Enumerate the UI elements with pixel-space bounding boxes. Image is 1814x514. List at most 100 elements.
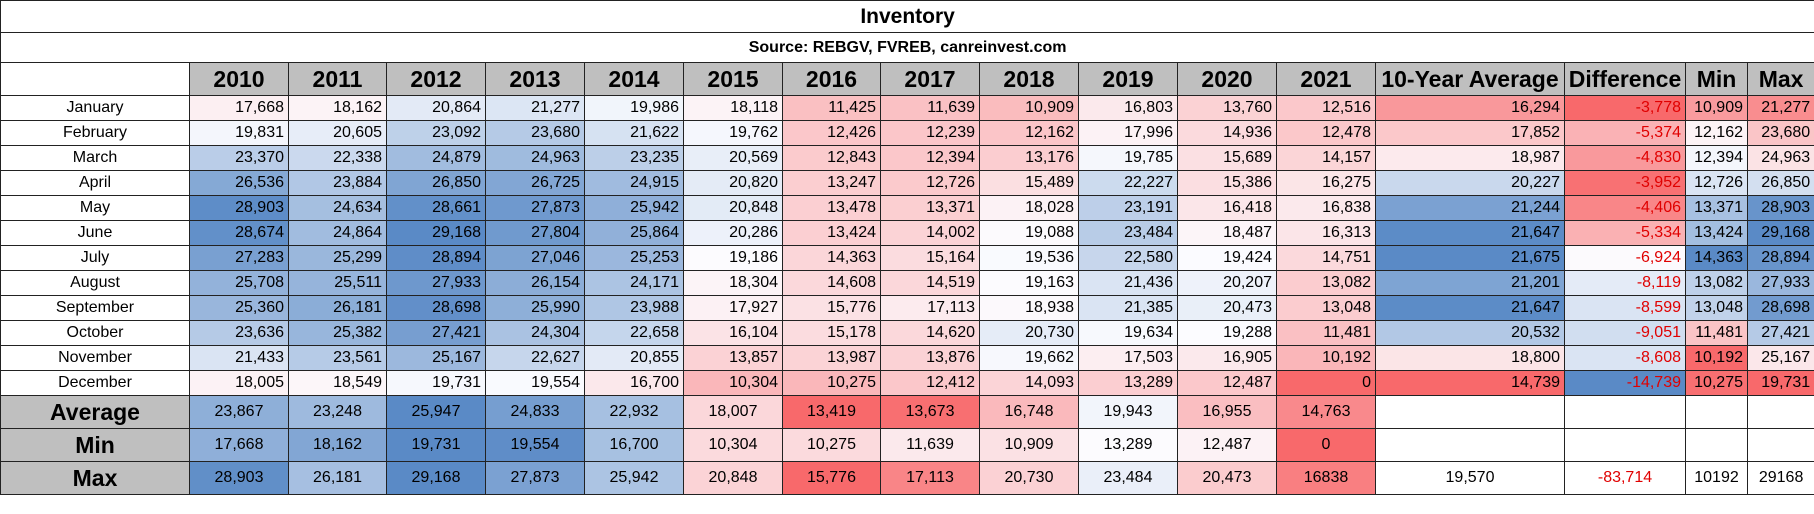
table-cell: 24,634 — [288, 195, 387, 221]
table-cell: 25,990 — [485, 295, 585, 321]
table-cell: 15,776 — [782, 295, 881, 321]
table-cell: 25,299 — [288, 245, 387, 271]
table-cell: 12,394 — [880, 145, 980, 171]
table-cell: 27,421 — [1746, 320, 1814, 346]
summary-cell: 16,748 — [979, 395, 1079, 429]
table-cell: 13,371 — [880, 195, 980, 221]
summary-cell: 14,763 — [1276, 395, 1376, 429]
table-cell: 12,162 — [979, 120, 1079, 146]
table-cell: 21,647 — [1375, 295, 1565, 321]
table-cell: 13,048 — [1685, 295, 1748, 321]
table-cell: 10,909 — [1685, 95, 1748, 121]
table-cell: 14,739 — [1375, 370, 1565, 396]
table-cell: 13,247 — [782, 170, 881, 196]
table-cell: 23,484 — [1078, 220, 1178, 246]
month-label: September — [0, 295, 190, 321]
table-row: January 17,668 18,162 20,864 21,277 19,986 18,… — [0, 95, 1814, 121]
table-cell: -3,952 — [1564, 170, 1686, 196]
table-cell: 0 — [1276, 370, 1376, 396]
table-cell: 20,864 — [386, 95, 486, 121]
summary-cell: 10,275 — [782, 428, 881, 462]
table-cell: 17,927 — [683, 295, 783, 321]
table-cell: 12,516 — [1276, 95, 1376, 121]
table-cell: 21,622 — [584, 120, 684, 146]
table-cell: -3,778 — [1564, 95, 1686, 121]
summary-row: Average 23,867 23,248 25,947 24,833 22,932 18,… — [0, 395, 1814, 429]
table-cell: 15,689 — [1177, 145, 1277, 171]
table-cell: 16,275 — [1276, 170, 1376, 196]
table-cell: 16,418 — [1177, 195, 1277, 221]
table-cell: 26,154 — [485, 270, 585, 296]
table-cell: 20,227 — [1375, 170, 1565, 196]
table-cell: 16,104 — [683, 320, 783, 346]
summary-cell: 10,304 — [683, 428, 783, 462]
table-cell: 28,698 — [386, 295, 486, 321]
table-cell: 13,857 — [683, 345, 783, 371]
table-cell: 20,820 — [683, 170, 783, 196]
table-cell: 11,639 — [880, 95, 980, 121]
table-cell: 19,536 — [979, 245, 1079, 271]
table-cell: 14,620 — [880, 320, 980, 346]
month-label: June — [0, 220, 190, 246]
table-cell: 26,850 — [386, 170, 486, 196]
table-cell: -8,119 — [1564, 270, 1686, 296]
table-cell: 13,987 — [782, 345, 881, 371]
table-cell: 18,549 — [288, 370, 387, 396]
table-cell: 16,803 — [1078, 95, 1178, 121]
table-cell: 19,731 — [1746, 370, 1814, 396]
table-cell: 23,680 — [485, 120, 585, 146]
table-cell: 13,371 — [1685, 195, 1748, 221]
summary-cell: 10192 — [1685, 461, 1748, 495]
column-header: 2011 — [288, 62, 387, 96]
table-cell: 13,289 — [1078, 370, 1178, 396]
table-cell: 24,879 — [386, 145, 486, 171]
table-cell: 12,239 — [880, 120, 980, 146]
summary-cell: 19,943 — [1078, 395, 1178, 429]
table-cell: 24,915 — [584, 170, 684, 196]
summary-cell — [1564, 395, 1686, 429]
table-cell: 24,864 — [288, 220, 387, 246]
summary-cell: 27,873 — [485, 461, 585, 495]
summary-cell: 13,419 — [782, 395, 881, 429]
table-cell: 17,996 — [1078, 120, 1178, 146]
table-cell: 19,186 — [683, 245, 783, 271]
table-cell: 16,700 — [584, 370, 684, 396]
table-cell: 16,838 — [1276, 195, 1376, 221]
summary-cell: 16838 — [1276, 461, 1376, 495]
summary-cell: 19,731 — [386, 428, 486, 462]
table-row: September 25,360 26,181 28,698 25,990 23,988 1… — [0, 295, 1814, 321]
column-header: Min — [1685, 62, 1748, 96]
month-label: April — [0, 170, 190, 196]
table-cell: 25,511 — [288, 270, 387, 296]
table-cell: 20,286 — [683, 220, 783, 246]
month-label: December — [0, 370, 190, 396]
table-cell: 21,433 — [189, 345, 289, 371]
table-cell: 21,277 — [485, 95, 585, 121]
column-header: 2019 — [1078, 62, 1178, 96]
column-header: 10-Year Average — [1375, 62, 1565, 96]
summary-cell: 20,730 — [979, 461, 1079, 495]
table-row: November 21,433 23,561 25,167 22,627 20,855 13… — [0, 345, 1814, 371]
table-cell: 21,647 — [1375, 220, 1565, 246]
table-cell: 20,532 — [1375, 320, 1565, 346]
table-cell: 25,708 — [189, 270, 289, 296]
table-cell: 21,277 — [1746, 95, 1814, 121]
table-cell: 10,909 — [979, 95, 1079, 121]
table-title: Inventory — [0, 0, 1814, 33]
table-cell: 18,118 — [683, 95, 783, 121]
table-cell: 15,164 — [880, 245, 980, 271]
summary-row: Min 17,668 18,162 19,731 19,554 16,700 10,304 1… — [0, 428, 1814, 462]
table-cell: 10,275 — [1685, 370, 1748, 396]
header-corner — [0, 62, 190, 96]
table-cell: 22,580 — [1078, 245, 1178, 271]
month-label: May — [0, 195, 190, 221]
table-cell: 22,658 — [584, 320, 684, 346]
table-cell: 28,903 — [1746, 195, 1814, 221]
table-cell: 21,675 — [1375, 245, 1565, 271]
table-cell: 19,662 — [979, 345, 1079, 371]
table-cell: 24,963 — [1746, 145, 1814, 171]
table-cell: 23,988 — [584, 295, 684, 321]
month-label: January — [0, 95, 190, 121]
summary-cell: 20,848 — [683, 461, 783, 495]
summary-cell — [1375, 428, 1565, 462]
